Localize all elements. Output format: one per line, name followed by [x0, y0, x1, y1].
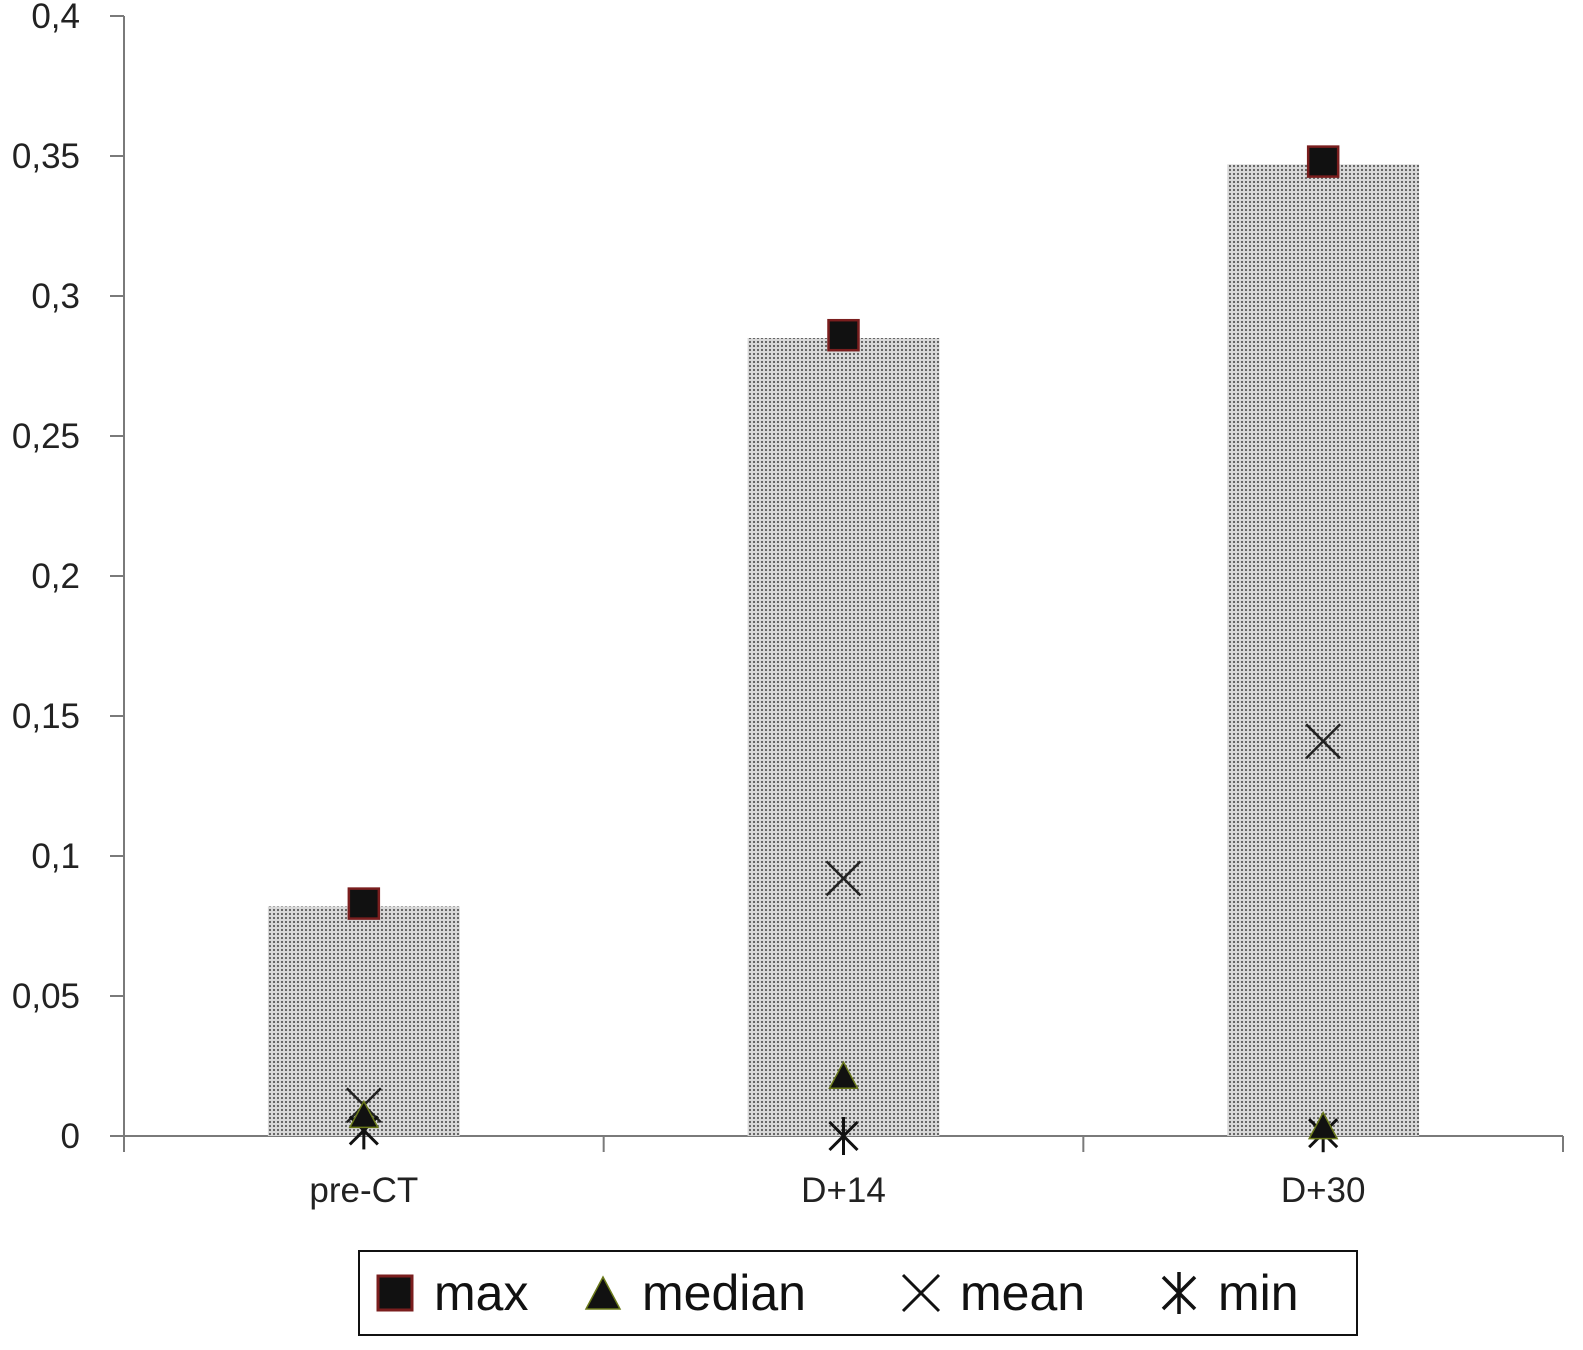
legend-item-min: min	[1154, 1252, 1299, 1334]
max-marker	[347, 887, 381, 920]
x-tick-label: pre-CT	[309, 1171, 418, 1210]
mean-marker	[825, 860, 862, 897]
x-tick-label: D+30	[1281, 1171, 1366, 1210]
median-marker	[828, 1060, 859, 1089]
median-marker	[1307, 1111, 1339, 1140]
median-marker	[348, 1099, 380, 1129]
legend: max median mean min	[358, 1250, 1358, 1336]
y-tick-label: 0,15	[12, 697, 80, 736]
y-tick-label: 0,3	[31, 277, 80, 316]
legend-item-mean: mean	[896, 1252, 1085, 1334]
x-tick-label: D+14	[801, 1171, 886, 1210]
bar	[267, 906, 460, 1136]
legend-label-min: min	[1218, 1265, 1299, 1321]
max-marker	[1306, 145, 1340, 178]
legend-label-max: max	[434, 1265, 529, 1321]
max-marker	[827, 318, 860, 352]
legend-item-max: max	[370, 1252, 528, 1334]
bar	[1227, 164, 1420, 1136]
min-marker	[828, 1117, 859, 1155]
square-marker-icon	[376, 1274, 414, 1312]
y-tick-label: 0	[61, 1117, 80, 1156]
chart-plot: 0 0,05 0,1 0,15 0,2 0,25 0,3 0,35 0,4 pre-CT D+14…	[12, 0, 1564, 1210]
y-tick-label: 0,2	[31, 557, 80, 596]
legend-item-median: median	[578, 1252, 806, 1334]
y-tick-label: 0,25	[12, 417, 80, 456]
y-tick-label: 0,4	[31, 0, 80, 36]
bar	[747, 338, 940, 1136]
legend-label-mean: mean	[960, 1265, 1086, 1321]
legend-label-median: median	[642, 1265, 806, 1321]
triangle-marker-icon	[584, 1275, 622, 1310]
mean-marker	[1305, 723, 1342, 760]
asterisk-marker-icon	[1161, 1272, 1197, 1314]
y-tick-label: 0,1	[31, 837, 80, 876]
x-marker-icon	[901, 1273, 941, 1313]
y-tick-label: 0,05	[12, 977, 80, 1016]
y-tick-label: 0,35	[12, 137, 80, 176]
